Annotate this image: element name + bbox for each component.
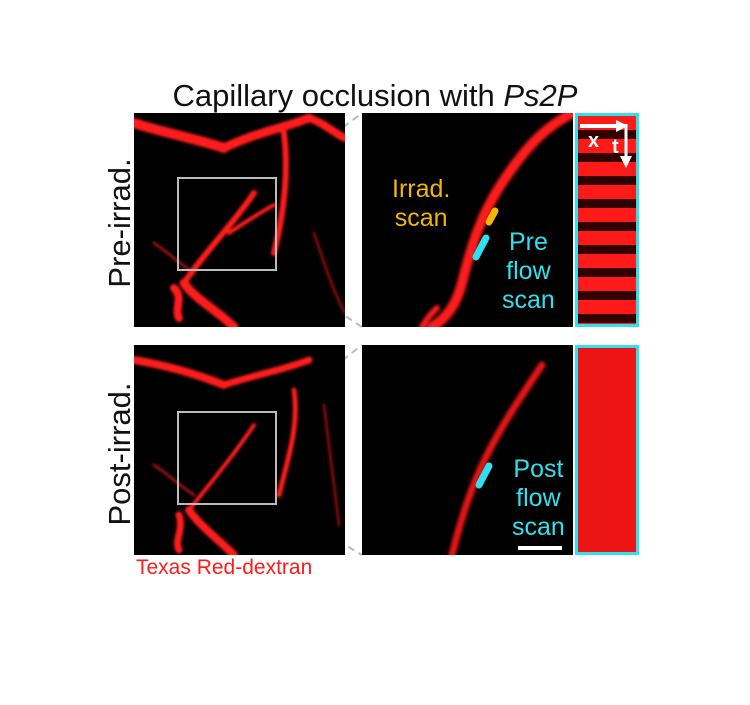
irrad-scan-line [485,207,499,226]
pre-overview-image [134,113,345,327]
t-axis-label: t [612,136,619,158]
roi-box [177,411,277,505]
post-overview-image [134,345,345,555]
irrad-scan-label: Irrad. scan [392,175,451,232]
flow-scan-line [472,234,490,261]
dye-label: Texas Red-dextran [136,556,313,579]
post-flow-scan-label: Post flow scan [512,455,565,541]
pre-zoom-image: Irrad. scan Pre flow scan [362,113,573,327]
flow-scan-line [475,462,493,489]
pre-flow-scan-label: Pre flow scan [502,228,555,314]
post-linescan-kymograph [575,345,639,555]
figure-title: Capillary occlusion with Ps2P [172,78,578,113]
post-zoom-image: Post flow scan [362,345,573,555]
x-axis-label: x [588,130,600,152]
pre-linescan-kymograph: x t [575,113,639,327]
roi-box [177,177,277,271]
x-t-axes-icon [580,120,632,168]
